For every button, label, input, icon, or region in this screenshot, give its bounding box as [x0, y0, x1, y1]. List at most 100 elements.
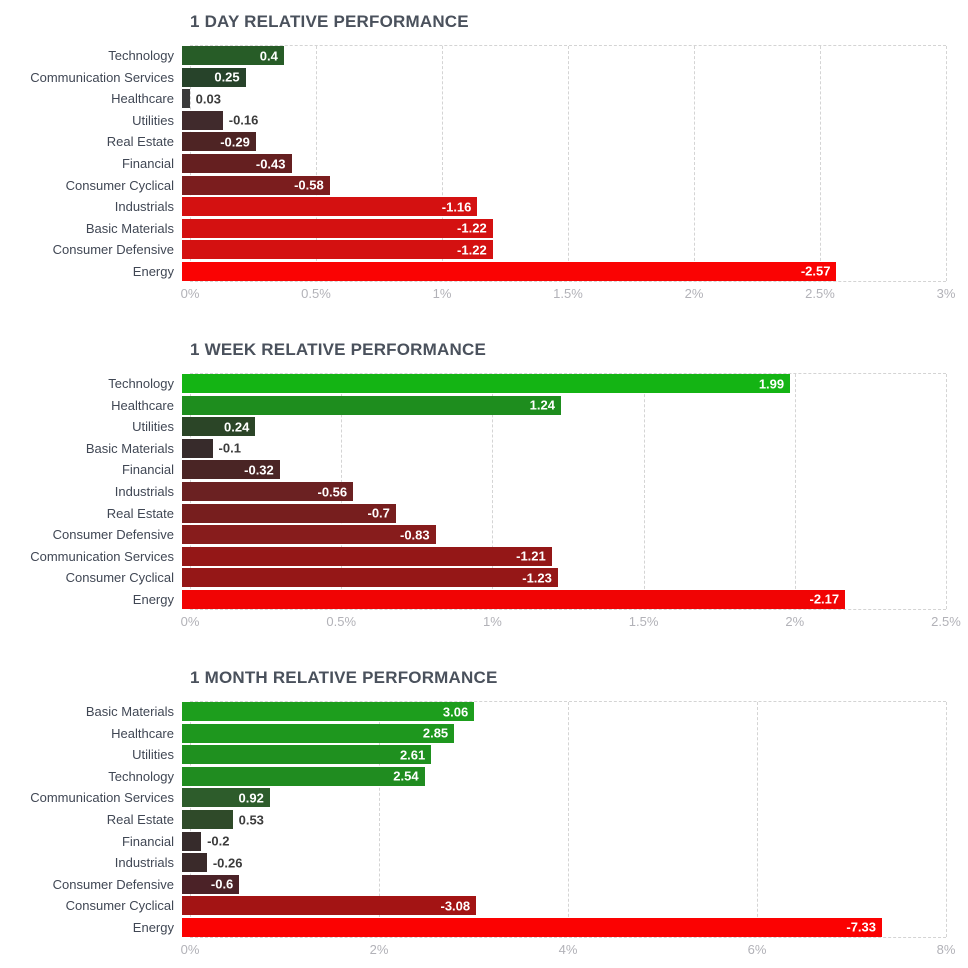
bar: 1.24	[182, 395, 561, 415]
x-tick-label: 2%	[785, 614, 805, 630]
category-label: Communication Services	[30, 790, 174, 806]
x-tick-label: 0%	[180, 942, 200, 958]
category-label: Healthcare	[111, 91, 174, 107]
bar-value-label: 2.85	[422, 725, 449, 741]
bar-row: Financial -0.2	[0, 830, 968, 852]
bar-row: Healthcare 0.03	[0, 88, 968, 110]
bar-value-label: -7.33	[846, 919, 876, 935]
category-label: Consumer Defensive	[52, 876, 174, 892]
x-tick-label: 3%	[936, 286, 956, 302]
bar-track: -0.83	[182, 525, 946, 545]
bar-row: Technology 0.4	[0, 45, 968, 67]
bar-value-label: -0.7	[367, 505, 390, 521]
bar-row: Basic Materials -0.1	[0, 438, 968, 460]
bar-value-label: -1.23	[522, 570, 552, 586]
bar-value-label: -0.43	[255, 156, 286, 171]
bar-rows: Technology 1.99 Healthcare 1.24 Utilities 0.2…	[0, 373, 968, 610]
bar-track: 1.24	[182, 395, 946, 415]
bar: -1.16	[182, 197, 478, 217]
bar-track: 2.85	[182, 723, 946, 743]
category-label: Consumer Cyclical	[65, 177, 174, 193]
bar-row: Communication Services 0.92	[0, 787, 968, 809]
x-tick-label: 0%	[180, 614, 200, 630]
bar: 0.92	[182, 788, 270, 808]
bar: -0.32	[182, 460, 280, 480]
bar	[182, 438, 213, 458]
category-label: Communication Services	[30, 69, 174, 85]
x-tick-label: 8%	[936, 942, 956, 958]
bar: -0.29	[182, 132, 256, 152]
bar-value-label: 0.03	[195, 91, 221, 107]
bar-value-label: 2.54	[393, 768, 419, 784]
bar-value-label: -0.6	[210, 876, 234, 892]
bar-value-label: 1.99	[758, 376, 785, 392]
category-label: Basic Materials	[85, 220, 174, 236]
chart-1-day-relative-performance: 1 DAY RELATIVE PERFORMANCE Technology 0.4…	[0, 12, 968, 302]
bar-value-label: -1.22	[457, 220, 487, 236]
chart-title: 1 WEEK RELATIVE PERFORMANCE	[190, 340, 486, 360]
chart-plot-area: Basic Materials 3.06 Healthcare 2.85 Utiliti…	[0, 701, 968, 939]
x-tick-label: 0.5%	[326, 614, 357, 630]
bar-track: -0.58	[182, 175, 946, 195]
category-label: Utilities	[132, 112, 174, 128]
bar-track: -2.57	[182, 261, 946, 281]
bar-value-label: -2.17	[809, 591, 840, 607]
bar-track: -1.23	[182, 568, 946, 588]
bar-row: Healthcare 2.85	[0, 723, 968, 745]
bar: -0.58	[182, 175, 330, 195]
bar-rows: Basic Materials 3.06 Healthcare 2.85 Utiliti…	[0, 701, 968, 938]
bar-track: 1.99	[182, 374, 946, 394]
bar-track: 0.4	[182, 46, 946, 66]
chart-plot-area: Technology 0.4 Communication Services 0.25 H…	[0, 45, 968, 282]
category-label: Real Estate	[106, 134, 174, 150]
bar-row: Energy -2.17	[0, 588, 968, 610]
bar-track: -0.1	[182, 438, 946, 458]
bar-row: Utilities 0.24	[0, 416, 968, 438]
bar-track: -3.08	[182, 896, 946, 916]
bar-track: 3.06	[182, 702, 946, 722]
bar-track: 2.61	[182, 745, 946, 765]
bar-row: Real Estate 0.53	[0, 809, 968, 831]
bar	[182, 110, 223, 130]
bar: -0.56	[182, 482, 354, 502]
bar-row: Industrials -0.56	[0, 481, 968, 503]
category-label: Financial	[121, 833, 174, 849]
bar: -7.33	[182, 917, 882, 937]
category-label: Utilities	[132, 419, 174, 435]
bar-track: -0.2	[182, 831, 946, 851]
category-label: Industrials	[114, 484, 174, 500]
bar-rows: Technology 0.4 Communication Services 0.25 H…	[0, 45, 968, 282]
bar-track: -0.32	[182, 460, 946, 480]
bar-track: 0.24	[182, 417, 946, 437]
bar-row: Basic Materials -1.22	[0, 217, 968, 239]
bar-row: Real Estate -0.7	[0, 502, 968, 524]
bar-track: -2.17	[182, 589, 946, 609]
category-label: Communication Services	[30, 548, 174, 564]
bar-track: -1.16	[182, 197, 946, 217]
bar-row: Communication Services -1.21	[0, 545, 968, 567]
bar-value-label: 1.24	[529, 397, 555, 413]
x-tick-label: 2.5%	[805, 286, 835, 302]
bar: -0.6	[182, 874, 240, 894]
bar-row: Industrials -1.16	[0, 196, 968, 218]
bar-value-label: -0.16	[228, 112, 259, 128]
bar-value-label: -1.21	[516, 548, 546, 564]
bar-row: Consumer Defensive -1.22	[0, 239, 968, 261]
bar-value-label: -0.58	[294, 177, 324, 193]
bar-value-label: 0.4	[259, 48, 278, 64]
bar	[182, 89, 190, 109]
bar-value-label: -0.83	[400, 527, 430, 543]
x-tick-label: 0%	[180, 286, 200, 302]
bar-value-label: -0.56	[317, 484, 348, 500]
category-label: Financial	[121, 462, 174, 478]
category-label: Consumer Defensive	[52, 242, 174, 258]
bar	[182, 810, 233, 830]
bar-track: -0.16	[182, 110, 946, 130]
bar: -3.08	[182, 896, 477, 916]
bar: -0.43	[182, 154, 292, 173]
category-label: Industrials	[114, 199, 174, 215]
bar: -2.57	[182, 261, 837, 281]
chart-title: 1 DAY RELATIVE PERFORMANCE	[190, 12, 469, 31]
bar: 3.06	[182, 702, 475, 722]
bar-row: Consumer Cyclical -1.23	[0, 567, 968, 589]
